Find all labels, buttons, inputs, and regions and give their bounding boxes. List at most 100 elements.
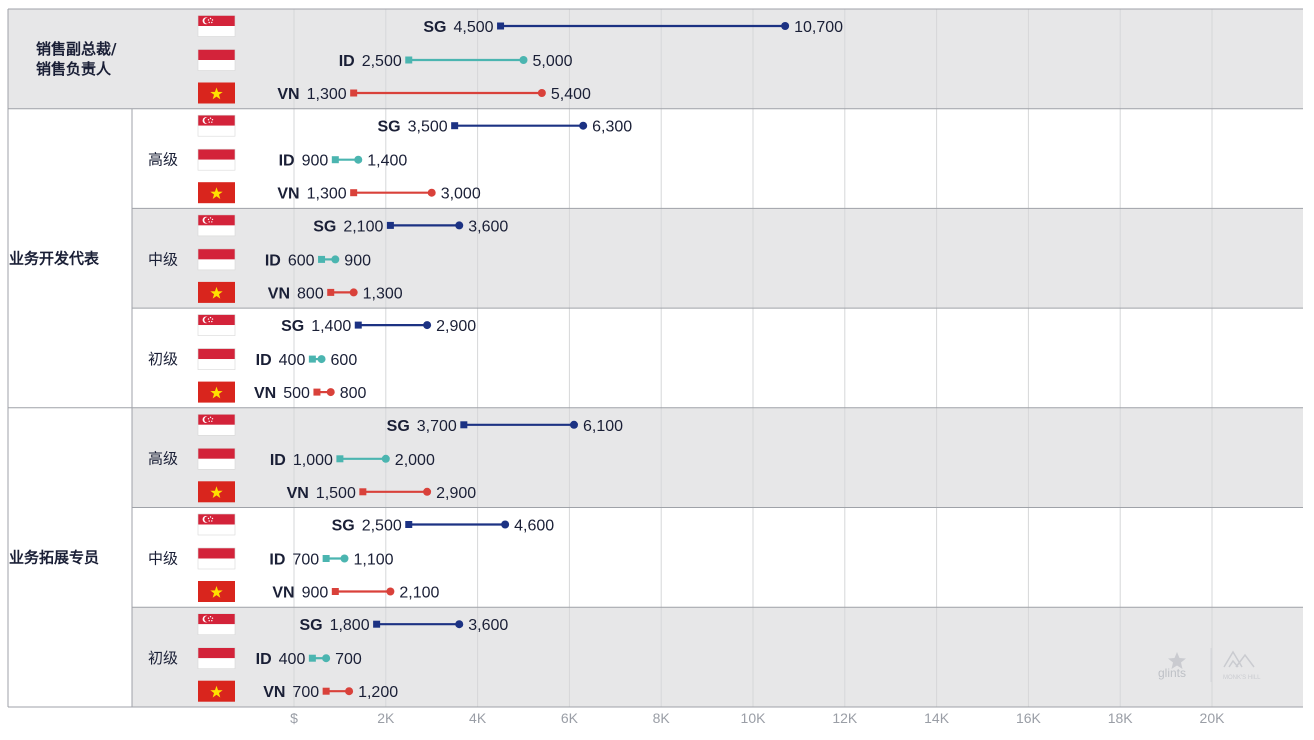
max-marker — [423, 321, 432, 330]
min-marker — [405, 56, 413, 64]
range-sg: 2,500 SG 4,600 — [332, 518, 555, 535]
country-label: VN — [254, 385, 276, 402]
role-label: 业务拓展专员 — [9, 548, 99, 566]
max-label: 3,600 — [468, 617, 508, 634]
max-marker — [423, 487, 432, 496]
range-vn: 1,300 VN 5,400 — [277, 86, 591, 103]
max-label: 2,900 — [436, 485, 476, 502]
flag-id-icon — [197, 248, 236, 271]
x-tick-label: $ — [290, 710, 298, 726]
range-sg: 1,400 SG 2,900 — [281, 318, 476, 335]
range-vn: 1,300 VN 3,000 — [277, 186, 480, 203]
level-label: 高级 — [148, 450, 178, 468]
max-marker — [317, 355, 326, 364]
range-vn: 700 VN 1,200 — [263, 684, 398, 701]
country-label: VN — [268, 285, 290, 302]
x-tick-label: 16K — [1016, 710, 1042, 726]
max-marker — [455, 620, 464, 629]
x-tick-label: 2K — [377, 710, 395, 726]
min-marker — [451, 122, 459, 130]
max-marker — [326, 388, 335, 397]
max-marker — [569, 420, 578, 429]
min-label: 900 — [302, 585, 329, 602]
min-label: 900 — [302, 153, 329, 170]
range-id: 600 ID 900 — [265, 252, 371, 269]
min-label: 800 — [297, 285, 324, 302]
min-marker — [331, 588, 339, 595]
flag-id-icon — [197, 49, 236, 71]
country-label: ID — [256, 352, 272, 369]
x-tick-label: 10K — [741, 710, 767, 726]
glints-logo: glints — [1158, 652, 1186, 680]
band-bg — [132, 208, 1303, 309]
data-marks: 4,500 SG 10,700 2,500 ID 5,000 1,300 VN 5,400 3,5… — [254, 19, 843, 701]
range-vn: 1,500 VN 2,900 — [287, 485, 477, 502]
country-label: ID — [265, 252, 281, 269]
max-label: 2,100 — [399, 585, 439, 602]
max-label: 2,000 — [395, 452, 435, 469]
flag-vn-icon — [198, 680, 235, 702]
country-label: ID — [269, 552, 285, 569]
min-marker — [497, 22, 505, 30]
x-tick-label: 14K — [924, 710, 950, 726]
min-marker — [308, 654, 316, 662]
band-bg — [132, 407, 1303, 508]
max-label: 800 — [340, 385, 367, 402]
range-id: 700 ID 1,100 — [269, 552, 393, 569]
flag-id-icon — [197, 148, 236, 171]
min-marker — [460, 421, 468, 429]
min-marker — [322, 555, 330, 562]
max-label: 1,100 — [353, 552, 393, 569]
max-marker — [579, 121, 588, 130]
flag-vn-icon — [198, 281, 235, 303]
country-label: ID — [256, 651, 272, 668]
flag-vn-icon — [198, 182, 235, 204]
max-marker — [354, 155, 363, 164]
max-label: 10,700 — [794, 19, 843, 36]
max-label: 5,000 — [533, 53, 573, 70]
country-label: SG — [377, 119, 400, 136]
x-tick-label: 4K — [469, 710, 487, 726]
min-label: 3,700 — [417, 418, 457, 435]
glints-logo-text: glints — [1158, 666, 1186, 680]
flag-sg-icon — [197, 114, 236, 137]
range-sg: 4,500 SG 10,700 — [423, 19, 843, 36]
min-label: 400 — [279, 651, 306, 668]
role-label: 销售副总裁/销售负责人 — [36, 40, 117, 78]
watermark: glints MONK'S HILL — [1158, 648, 1261, 682]
max-marker — [781, 22, 790, 30]
flag-id-icon — [197, 647, 236, 670]
level-label: 初级 — [148, 350, 178, 368]
x-tick-label: 18K — [1108, 710, 1134, 726]
max-marker — [537, 89, 546, 97]
range-sg: 3,500 SG 6,300 — [377, 119, 632, 136]
min-marker — [313, 388, 321, 396]
range-vn: 800 VN 1,300 — [268, 285, 403, 302]
min-label: 2,500 — [362, 518, 402, 535]
max-marker — [501, 520, 510, 529]
min-marker — [405, 521, 413, 528]
max-marker — [349, 288, 358, 297]
x-tick-label: 8K — [653, 710, 671, 726]
min-marker — [386, 221, 394, 229]
country-label: SG — [423, 19, 446, 36]
country-label: VN — [287, 485, 309, 502]
max-marker — [519, 56, 528, 64]
max-marker — [340, 554, 349, 563]
min-marker — [318, 255, 326, 263]
monks-hill-text: MONK'S HILL — [1223, 675, 1261, 681]
min-label: 2,500 — [362, 53, 402, 70]
max-label: 1,400 — [367, 153, 407, 170]
country-label: ID — [279, 153, 295, 170]
min-label: 1,300 — [307, 86, 347, 103]
flag-sg-icon — [197, 314, 236, 336]
min-label: 400 — [279, 352, 306, 369]
min-marker — [327, 288, 335, 296]
min-marker — [359, 488, 367, 496]
max-marker — [322, 654, 331, 663]
max-label: 600 — [331, 352, 358, 369]
max-label: 2,900 — [436, 318, 476, 335]
role-label: 业务开发代表 — [9, 249, 100, 267]
min-marker — [322, 687, 330, 695]
